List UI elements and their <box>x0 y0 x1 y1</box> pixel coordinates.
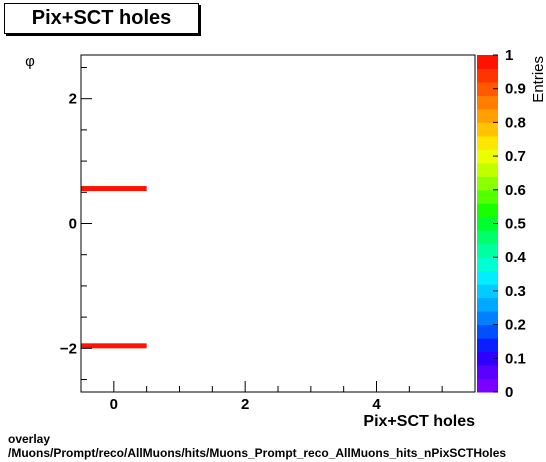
y-tick-label: 2 <box>69 91 77 108</box>
color-scale-swatch <box>477 95 498 110</box>
color-scale-swatch <box>477 135 498 150</box>
color-scale-swatch <box>477 68 498 83</box>
color-scale-swatch <box>477 55 498 69</box>
footer-line-1: overlay <box>8 432 51 446</box>
chart-title: Pix+SCT holes <box>4 3 199 34</box>
color-scale-swatch <box>477 216 498 231</box>
axes: 0 2 4 −2 0 2 <box>60 66 476 413</box>
color-scale: 0 0.1 0.2 0.3 0.4 0.5 0.6 0.7 0.8 0.9 1 <box>477 47 527 401</box>
heatmap-cells <box>81 186 147 349</box>
plot-frame <box>80 54 476 393</box>
color-scale-swatch <box>477 365 498 380</box>
color-scale-swatch <box>477 149 498 164</box>
y-tick-label: 0 <box>69 216 77 233</box>
heatmap-cell-0 <box>81 186 147 192</box>
x-tick-label: 2 <box>241 396 249 413</box>
color-scale-tick-label: 0.9 <box>505 81 526 98</box>
color-scale-swatch <box>477 203 498 218</box>
color-scale-swatch <box>477 122 498 137</box>
color-scale-tick-label: 0.6 <box>505 182 526 199</box>
color-scale-label: Entries <box>530 56 546 103</box>
y-axis-label: φ <box>25 53 35 70</box>
color-scale-swatch <box>477 81 498 96</box>
x-tick-label: 0 <box>110 396 118 413</box>
color-scale-swatch <box>477 351 498 366</box>
color-scale-tick-label: 0.1 <box>505 350 526 367</box>
color-scale-swatch <box>477 108 498 123</box>
footer-line-2: /Muons/Prompt/reco/AllMuons/hits/Muons_P… <box>8 446 507 460</box>
heatmap-cell-1 <box>81 343 147 349</box>
x-axis-label: Pix+SCT holes <box>363 413 475 430</box>
color-scale-swatch <box>477 176 498 191</box>
color-scale-tick-label: 0.8 <box>505 114 526 131</box>
color-scale-swatch <box>477 324 498 339</box>
footer-text: overlay /Muons/Prompt/reco/AllMuons/hits… <box>8 432 506 460</box>
color-scale-tick-label: 1 <box>505 47 513 64</box>
color-scale-swatch <box>477 230 498 245</box>
color-scale-swatch <box>477 270 498 285</box>
color-scale-tick-label: 0.2 <box>505 317 526 334</box>
color-scale-tick-label: 0.5 <box>505 216 526 233</box>
y-tick-label: −2 <box>60 340 77 357</box>
color-scale-tick-label: 0.3 <box>505 283 526 300</box>
x-tick-label: 4 <box>372 396 381 413</box>
color-scale-swatch <box>477 189 498 204</box>
color-scale-swatch <box>477 297 498 312</box>
color-scale-swatch <box>477 378 498 393</box>
color-scale-swatch <box>477 338 498 353</box>
color-scale-swatch <box>477 162 498 177</box>
color-scale-swatch <box>477 311 498 326</box>
color-scale-swatch <box>477 243 498 258</box>
color-scale-tick-label: 0.7 <box>505 148 526 165</box>
color-scale-tick-label: 0 <box>505 384 513 401</box>
color-scale-tick-label: 0.4 <box>505 249 527 266</box>
color-scale-swatch <box>477 257 498 272</box>
color-scale-swatch <box>477 284 498 299</box>
